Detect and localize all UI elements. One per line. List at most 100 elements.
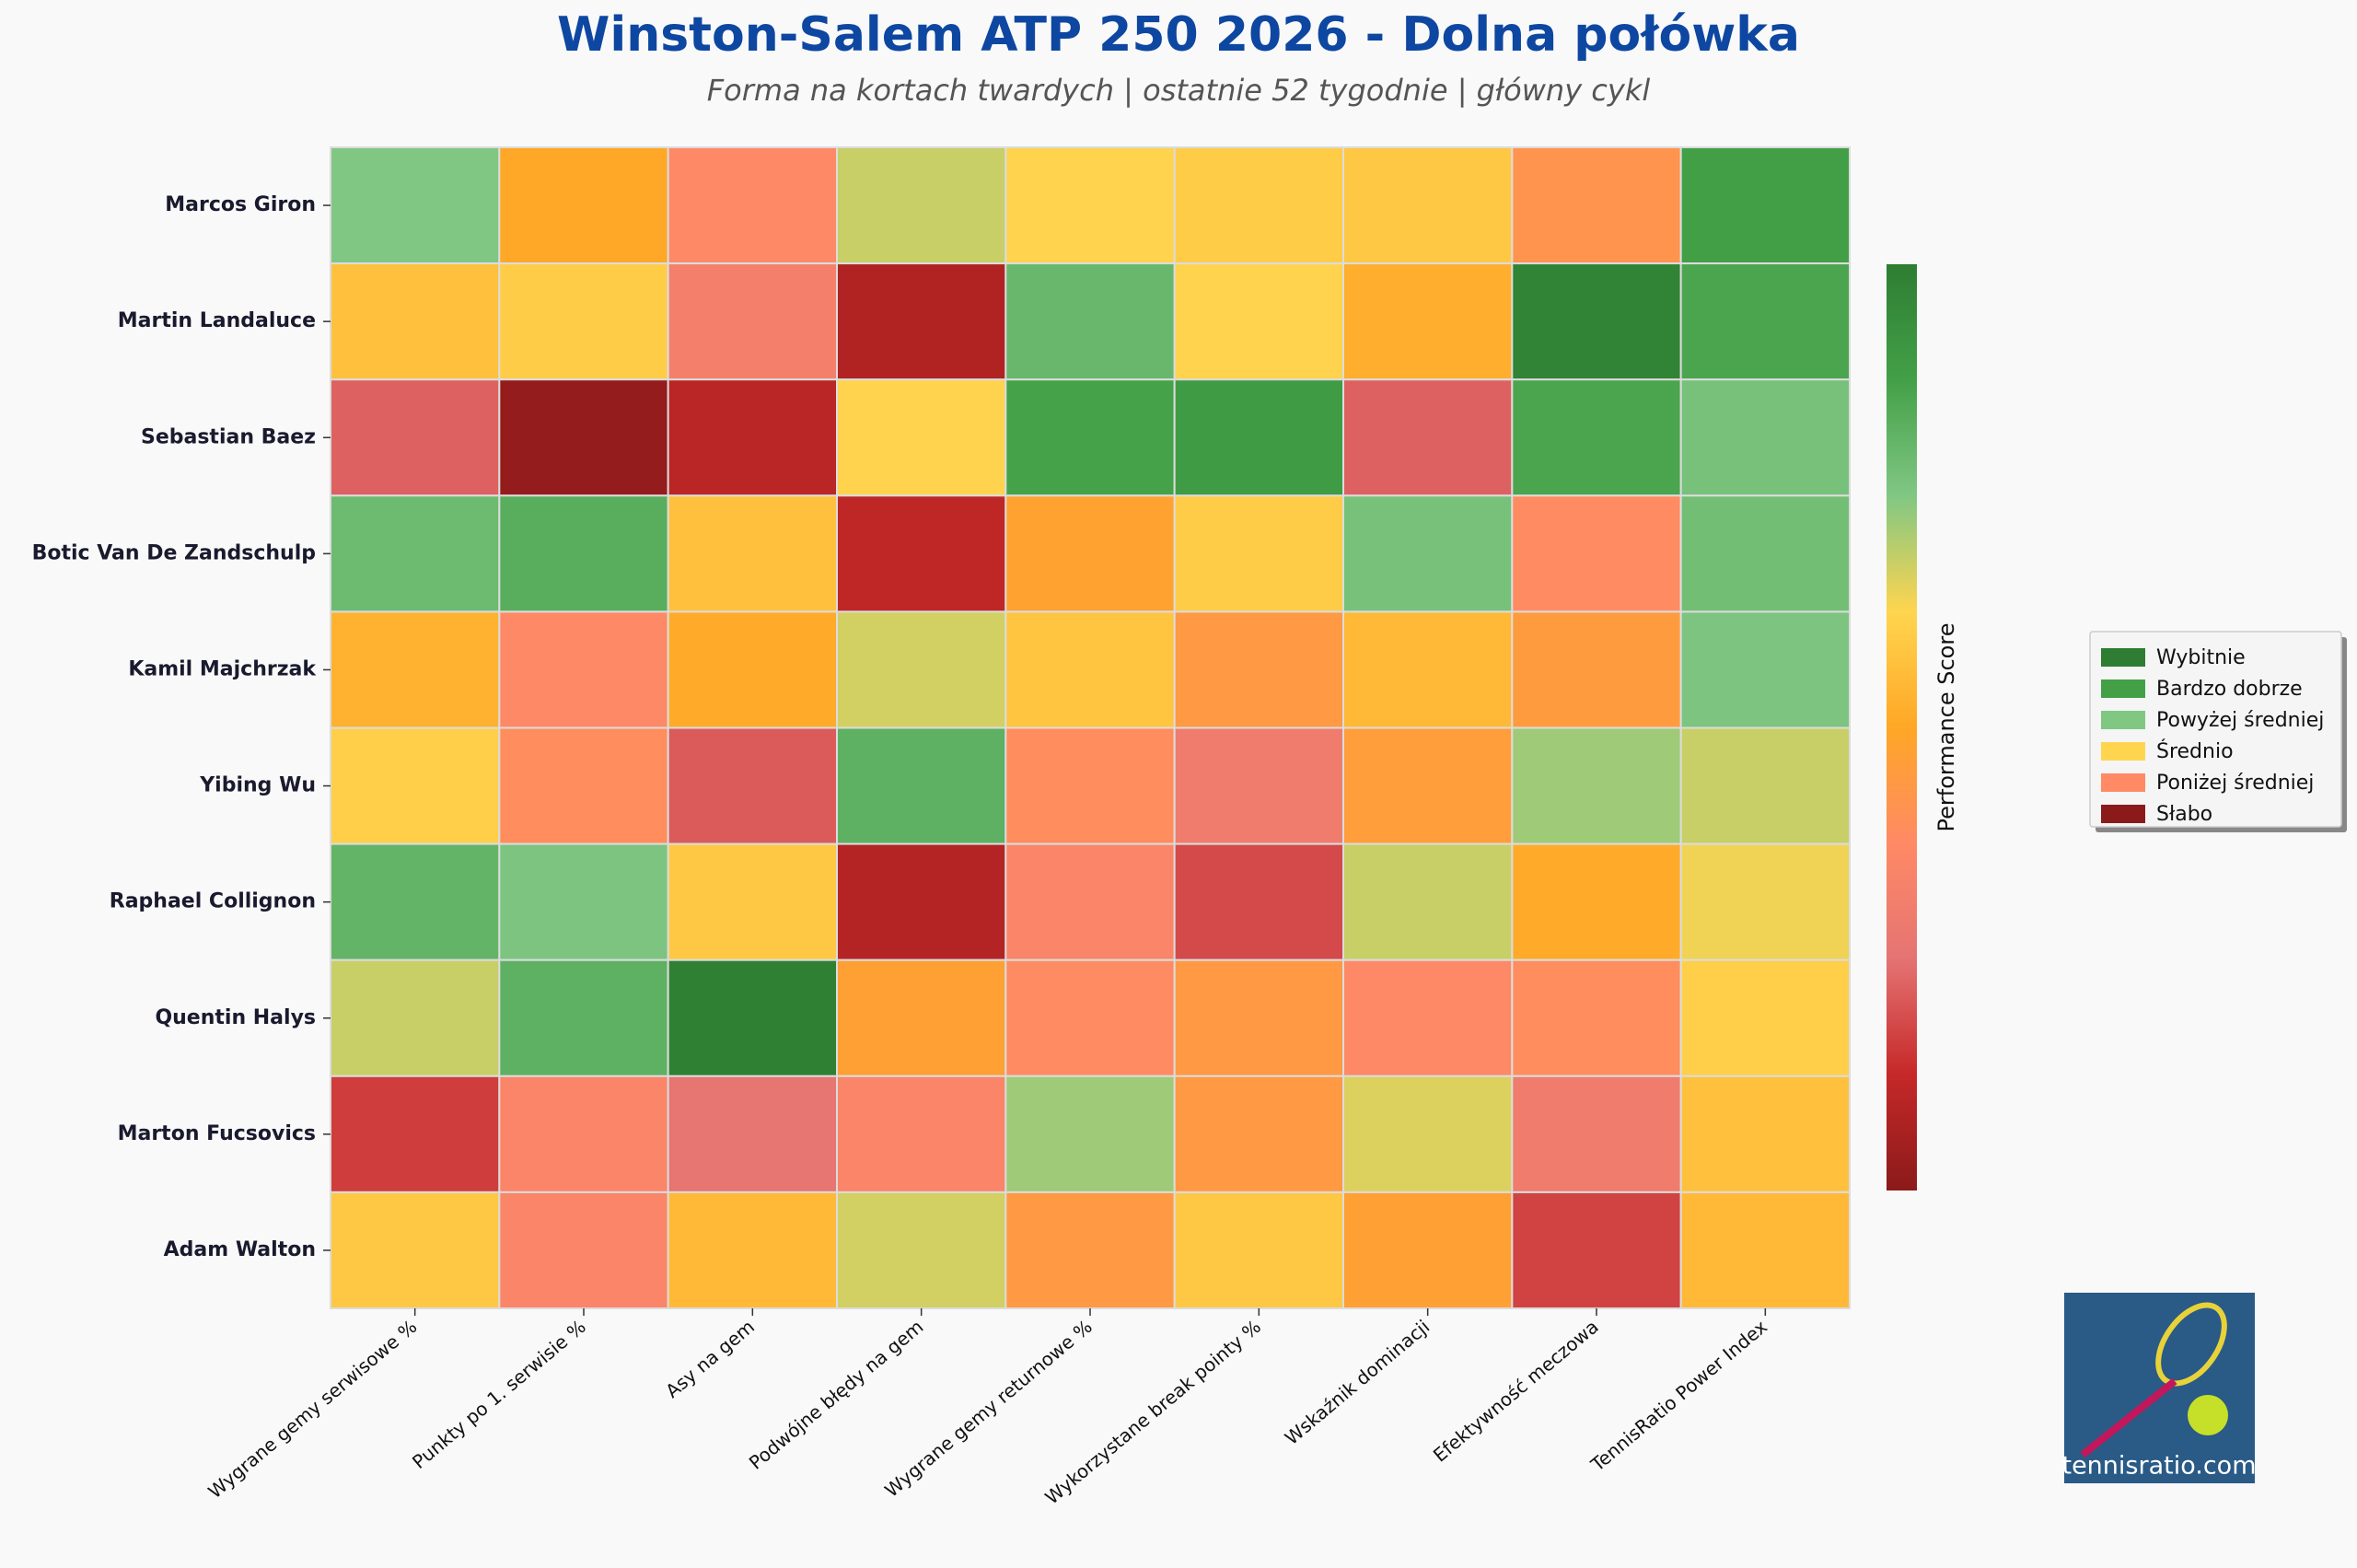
heatmap-cell (1004, 494, 1176, 613)
y-tick-label: Marcos Giron (165, 193, 316, 216)
logo: tennisratio.com (2061, 1293, 2257, 1483)
heatmap-cell (1511, 262, 1682, 381)
heatmap-cell (330, 378, 501, 497)
heatmap-cell (1173, 262, 1344, 381)
heatmap-cell (1004, 1074, 1176, 1193)
heatmap-cell (498, 262, 669, 381)
heatmap-cell (1679, 726, 1851, 845)
heatmap-cell (1004, 842, 1176, 961)
heatmap-cell (1679, 1074, 1851, 1193)
heatmap-cell (1173, 378, 1344, 497)
heatmap-cell (330, 146, 501, 265)
heatmap-cell (667, 262, 839, 381)
heatmap-cell (1173, 958, 1344, 1077)
heatmap-cell (1679, 610, 1851, 729)
heatmap-cell (330, 494, 501, 613)
heatmap-cell (1173, 842, 1344, 961)
heatmap-cell (1511, 726, 1682, 845)
heatmap-cell (1173, 1191, 1344, 1310)
heatmap-cell (667, 842, 839, 961)
heatmap-cell (1511, 842, 1682, 961)
heatmap-cell (1173, 610, 1344, 729)
heatmap-cell (1679, 146, 1851, 265)
heatmap-cell (1679, 842, 1851, 961)
heatmap-cell (1679, 378, 1851, 497)
heatmap-cell (836, 146, 1007, 265)
heatmap-cell (1511, 146, 1682, 265)
heatmap-cell (1342, 726, 1514, 845)
heatmap-cell (667, 146, 839, 265)
heatmap-cell (667, 1191, 839, 1310)
heatmap-cell (498, 958, 669, 1077)
y-tick-label: Sebastian Baez (141, 425, 316, 448)
logo-handle (2080, 1377, 2177, 1458)
heatmap-cell (667, 610, 839, 729)
heatmap-cell (836, 1074, 1007, 1193)
legend-swatch (2101, 679, 2145, 698)
legend-label: Powyżej średniej (2156, 709, 2324, 732)
heatmap-cell (1173, 726, 1344, 845)
heatmap-cell (498, 1074, 669, 1193)
heatmap-cell (498, 146, 669, 265)
heatmap-cell (1004, 146, 1176, 265)
y-tick-label: Yibing Wu (199, 774, 316, 797)
heatmap-cell (1342, 378, 1514, 497)
legend-label: Wybitnie (2156, 646, 2246, 669)
heatmap-cell (1173, 1074, 1344, 1193)
heatmap-cell (498, 726, 669, 845)
heatmap-cell (1342, 842, 1514, 961)
heatmap-cell (1342, 958, 1514, 1077)
legend-swatch (2101, 648, 2145, 667)
y-tick-label: Adam Walton (164, 1238, 316, 1261)
heatmap-cell (836, 610, 1007, 729)
legend (2089, 631, 2342, 828)
heatmap-cell (1679, 494, 1851, 613)
y-tick-label: Marton Fucsovics (118, 1122, 316, 1145)
colorbar (1887, 264, 1917, 1191)
logo-racket (2155, 1302, 2227, 1387)
heatmap-cell (1004, 262, 1176, 381)
heatmap-cell (330, 1191, 501, 1310)
legend-label: Poniżej średniej (2156, 772, 2314, 795)
logo-ball (2188, 1395, 2228, 1435)
y-tick-label: Martin Landaluce (118, 309, 316, 332)
heatmap-cell (498, 494, 669, 613)
heatmap-cell (836, 1191, 1007, 1310)
heatmap-cell (330, 610, 501, 729)
legend-swatch (2101, 773, 2145, 792)
heatmap-cell (1004, 610, 1176, 729)
heatmap-cell (1511, 1074, 1682, 1193)
heatmap-cell (1004, 378, 1176, 497)
y-tick-label: Raphael Collignon (110, 890, 316, 913)
heatmap-cell (1342, 146, 1514, 265)
heatmap-cell (498, 378, 669, 497)
heatmap-cell (667, 494, 839, 613)
heatmap-cell (330, 1074, 501, 1193)
heatmap-cell (1173, 494, 1344, 613)
heatmap-cell (1679, 1191, 1851, 1310)
heatmap-cell (1511, 378, 1682, 497)
heatmap-cell (1511, 494, 1682, 613)
legend-label: Słabo (2156, 803, 2212, 826)
heatmap-cell (1511, 1191, 1682, 1310)
heatmap-cell (1342, 494, 1514, 613)
heatmap-cell (667, 958, 839, 1077)
chart-subtitle: Forma na kortach twardych | ostatnie 52 … (707, 73, 1651, 108)
heatmap-cell (836, 958, 1007, 1077)
heatmap-cell (498, 610, 669, 729)
heatmap-cell (498, 842, 669, 961)
heatmap-cell (1342, 1074, 1514, 1193)
legend-label: Średnio (2156, 739, 2234, 763)
legend-swatch (2101, 805, 2145, 823)
y-tick-label: Botic Van De Zandschulp (32, 541, 316, 564)
heatmap-cell (330, 958, 501, 1077)
heatmap-cell (836, 262, 1007, 381)
heatmap-cell (1511, 958, 1682, 1077)
heatmap-cell (498, 1191, 669, 1310)
heatmap-cell (1173, 146, 1344, 265)
heatmap-cell (1679, 958, 1851, 1077)
heatmap-cell (330, 262, 501, 381)
heatmap-cell (1679, 262, 1851, 381)
logo-text: tennisratio.com (2061, 1452, 2256, 1481)
